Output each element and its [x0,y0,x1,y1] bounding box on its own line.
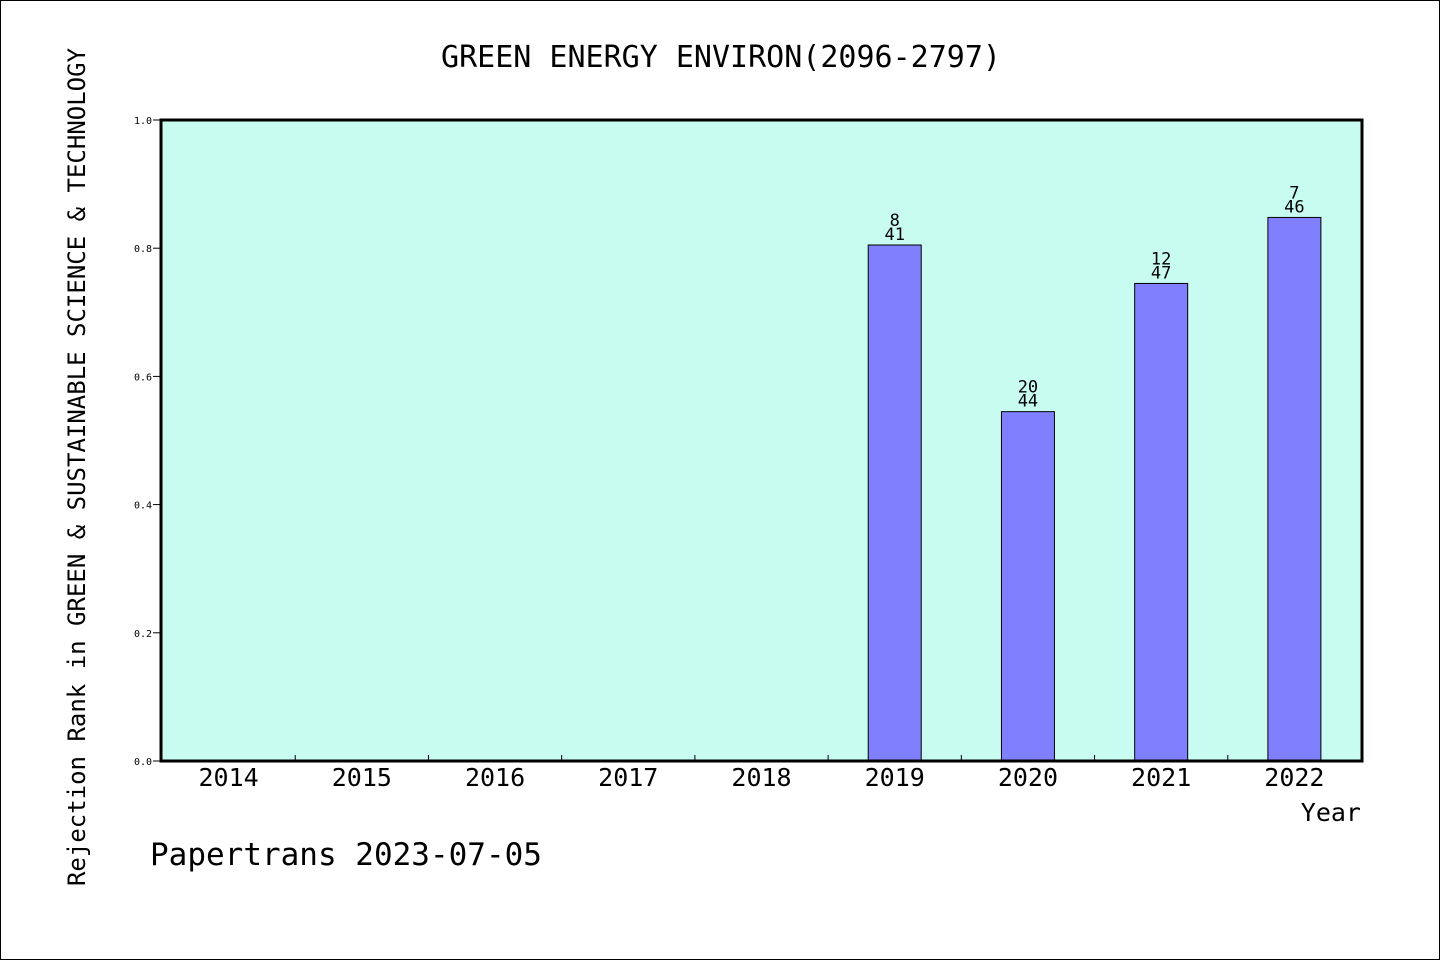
x-tick-label: 2022 [1264,763,1324,792]
bar-total-label: 41 [884,225,904,245]
chart-title: GREEN ENERGY ENVIRON(2096-2797) [441,40,1001,75]
y-tick-label: 1.0 [134,116,152,127]
y-tick-label: 0.0 [134,757,152,768]
bar-rank-label: 12 [1151,249,1171,269]
bar-total-label: 47 [1151,263,1171,283]
x-axis-label: Year [1301,798,1361,827]
bar-2020 [1000,411,1055,762]
x-tick-label: 2015 [332,763,392,792]
x-tick-label: 2021 [1131,763,1191,792]
bar-rank-label: 8 [890,211,900,231]
footer-text: Papertrans 2023-07-05 [150,837,542,873]
x-axis: 2014 2015 2016 2017 2018 2019 2020 2021 2022 [199,755,1324,792]
bar-2021 [1134,282,1189,762]
y-tick-label: 0.8 [134,244,152,255]
x-tick-label: 2018 [731,763,791,792]
x-tick-label: 2020 [998,763,1058,792]
bar-rank-label: 7 [1289,183,1299,203]
bar-total-label: 44 [1018,392,1038,412]
y-axis-label: Rejection Rank in GREEN & SUSTAINABLE SC… [63,47,91,886]
bar-rank-label: 20 [1018,378,1038,398]
y-axis: 0.0 0.2 0.4 0.6 0.8 1.0 [134,116,161,768]
bar-2022 [1267,216,1322,762]
y-tick-label: 0.6 [134,372,152,383]
bar-2019 [867,244,922,762]
bar-total-label: 46 [1284,197,1304,217]
y-tick-label: 0.2 [134,629,152,640]
x-tick-label: 2017 [598,763,658,792]
x-tick-label: 2019 [865,763,925,792]
bar-series [867,216,1322,762]
y-tick-label: 0.4 [134,501,152,512]
x-tick-label: 2016 [465,763,525,792]
plot-frame [159,118,1364,763]
x-tick-label: 2014 [199,763,259,792]
